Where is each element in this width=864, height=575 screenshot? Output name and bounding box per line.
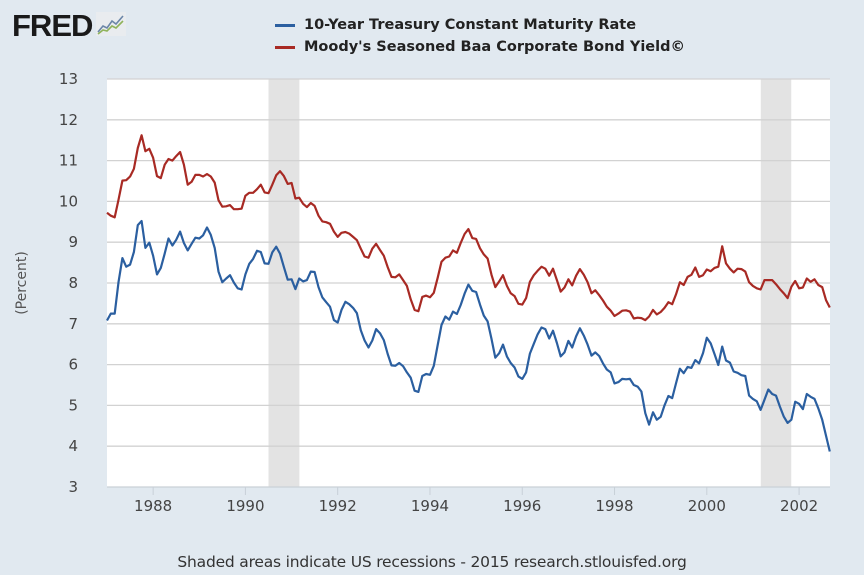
fred-logo-text: FRED	[12, 8, 93, 43]
y-tick-label: 6	[68, 356, 78, 374]
y-tick-label: 3	[68, 478, 78, 496]
x-tick-label: 1990	[226, 497, 264, 515]
y-tick-label: 13	[59, 70, 78, 88]
x-tick-label: 1996	[503, 497, 541, 515]
legend-item-treasury[interactable]: 10-Year Treasury Constant Maturity Rate	[275, 14, 685, 36]
x-tick-label: 1998	[595, 497, 633, 515]
footer-note: Shaded areas indicate US recessions - 20…	[177, 553, 687, 571]
y-tick-label: 8	[68, 274, 78, 292]
legend-label-baa: Moody's Seasoned Baa Corporate Bond Yiel…	[304, 39, 685, 55]
x-tick-label: 1994	[411, 497, 449, 515]
x-tick-label: 2002	[780, 497, 818, 515]
x-tick-label: 1988	[134, 497, 172, 515]
y-tick-label: 7	[68, 315, 78, 333]
legend-label-treasury: 10-Year Treasury Constant Maturity Rate	[304, 17, 637, 33]
series-line-baa	[106, 134, 831, 322]
fred-logo[interactable]: FRED	[12, 8, 127, 43]
legend-item-baa[interactable]: Moody's Seasoned Baa Corporate Bond Yiel…	[275, 36, 685, 58]
y-tick-label: 9	[68, 233, 78, 251]
x-tick-label: 2000	[688, 497, 726, 515]
y-tick-label: 12	[59, 111, 78, 129]
y-tick-label: 5	[68, 396, 78, 414]
legend-swatch-treasury	[275, 23, 295, 27]
y-tick-label: 4	[68, 437, 78, 455]
x-tick-label: 1992	[319, 497, 357, 515]
legend-swatch-baa	[275, 45, 295, 49]
line-chart-icon	[96, 12, 127, 40]
chart-legend: 10-Year Treasury Constant Maturity Rate …	[275, 14, 685, 58]
y-tick-label: 10	[59, 192, 78, 210]
series-line-treasury	[106, 219, 831, 452]
y-tick-label: 11	[59, 152, 78, 170]
